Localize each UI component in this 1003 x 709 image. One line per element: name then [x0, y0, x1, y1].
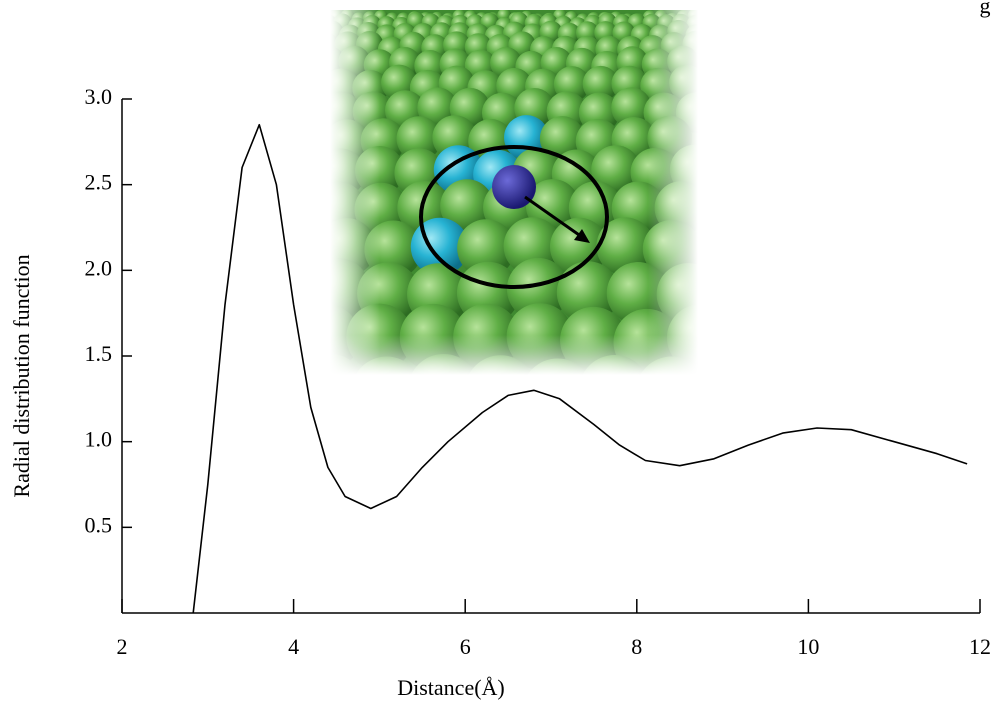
y-tick-label: 2.5	[85, 170, 113, 195]
y-tick-label: 2.0	[85, 255, 113, 280]
sphere	[330, 15, 332, 26]
y-tick-label: 1.0	[85, 427, 113, 452]
sphere	[549, 217, 608, 276]
fade	[648, 10, 698, 375]
x-tick-label: 2	[117, 634, 128, 659]
x-tick-label: 10	[797, 634, 819, 659]
arrow-head	[574, 229, 590, 243]
ring	[419, 145, 609, 289]
x-tick-label: 6	[460, 634, 471, 659]
y-tick-label: 1.5	[85, 341, 113, 366]
sphere	[591, 145, 641, 195]
inset-image	[330, 10, 698, 375]
x-tick-label: 12	[969, 634, 991, 659]
sphere	[611, 87, 652, 128]
x-tick-label: 8	[631, 634, 642, 659]
y-axis-label: Radial distribution function	[9, 254, 34, 497]
sphere	[582, 65, 619, 102]
annotation: g	[980, 0, 991, 18]
arrow	[524, 195, 583, 239]
y-tick-label: 3.0	[85, 84, 113, 109]
sphere	[556, 261, 620, 324]
fade	[330, 335, 698, 375]
x-tick-label: 4	[288, 634, 299, 659]
sphere	[396, 116, 442, 162]
sphere	[457, 219, 516, 278]
sphere	[440, 179, 494, 233]
x-axis-label: Distance(Å)	[397, 675, 505, 700]
sphere	[596, 217, 655, 276]
data-line	[192, 123, 968, 614]
fade	[330, 10, 380, 375]
sphere	[506, 257, 570, 321]
y-tick-label: 0.5	[85, 512, 113, 537]
sphere	[492, 165, 536, 209]
